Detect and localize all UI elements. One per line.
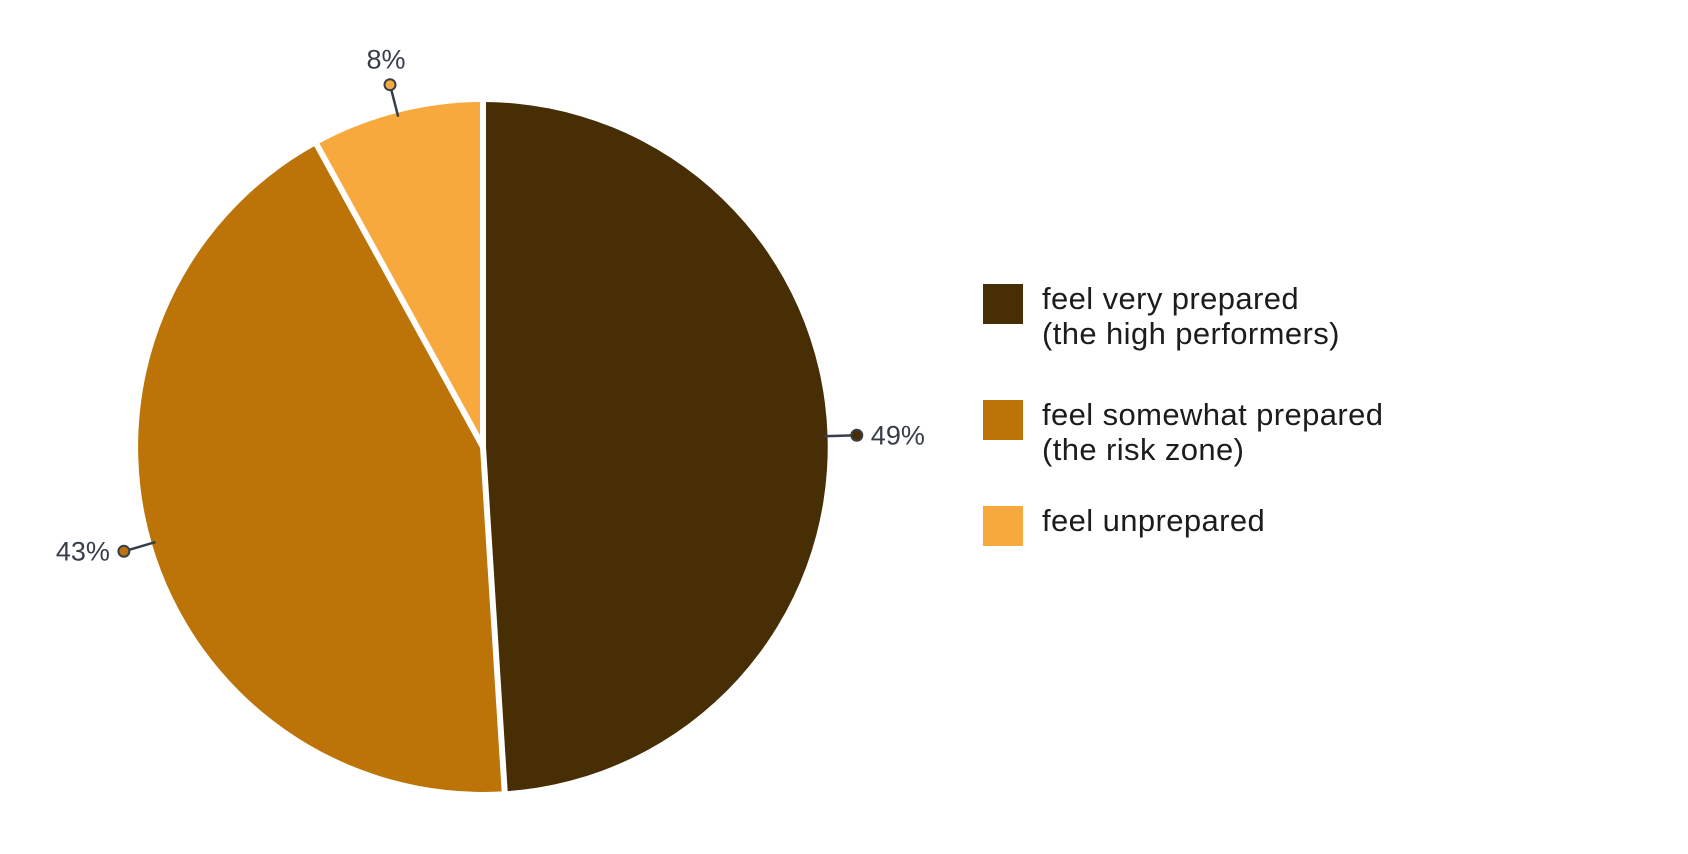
slice-percent-label-unprepared: 8% bbox=[366, 45, 405, 75]
legend: feel very prepared (the high performers)… bbox=[983, 281, 1543, 546]
legend-label-sub: (the high performers) bbox=[1042, 316, 1340, 351]
label-marker-dot bbox=[383, 78, 397, 92]
legend-label: feel unprepared bbox=[1042, 503, 1266, 538]
legend-label: feel very prepared bbox=[1042, 281, 1300, 316]
legend-text-somewhat-prepared: feel somewhat prepared (the risk zone) bbox=[1042, 397, 1383, 467]
slice-gap-line bbox=[480, 446, 508, 794]
legend-label-sub: (the risk zone) bbox=[1042, 432, 1245, 467]
slice-gap-line bbox=[313, 141, 486, 449]
legend-text-very-prepared: feel very prepared (the high performers) bbox=[1042, 281, 1340, 351]
label-marker-dot bbox=[850, 428, 864, 442]
slice-percent-label-somewhat-prepared: 43% bbox=[56, 536, 110, 566]
legend-text-unprepared: feel unprepared bbox=[1042, 503, 1265, 538]
pie-slice-very-prepared bbox=[483, 102, 828, 792]
legend-swatch-somewhat-prepared bbox=[983, 400, 1023, 440]
legend-swatch-unprepared bbox=[983, 506, 1023, 546]
pie-slice-somewhat-prepared bbox=[138, 144, 505, 792]
slice-percent-label-very-prepared: 49% bbox=[871, 420, 925, 450]
pie-slice-unprepared bbox=[316, 102, 483, 447]
legend-item-very-prepared: feel very prepared (the high performers) bbox=[983, 281, 1543, 351]
legend-swatch-very-prepared bbox=[983, 284, 1023, 324]
legend-item-somewhat-prepared: feel somewhat prepared (the risk zone) bbox=[983, 397, 1543, 467]
label-marker-dot bbox=[117, 544, 131, 558]
legend-label: feel somewhat prepared bbox=[1042, 397, 1384, 432]
legend-item-unprepared: feel unprepared bbox=[983, 503, 1543, 546]
